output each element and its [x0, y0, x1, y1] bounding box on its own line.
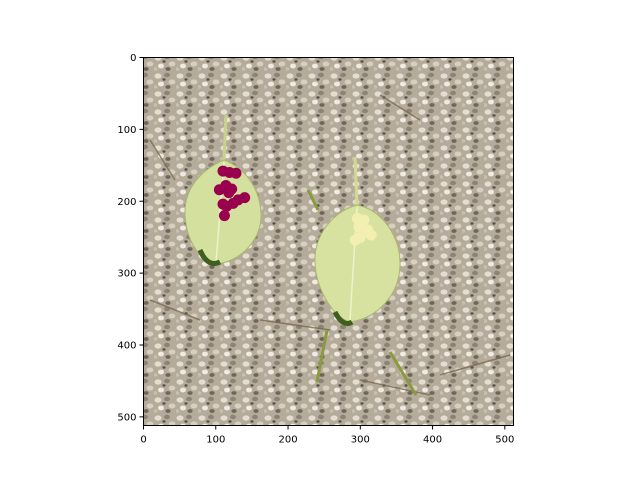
plot-area: [143, 57, 514, 426]
x-tick-label: 100: [206, 435, 225, 446]
stems: [306, 189, 418, 396]
y-tick-label: 0: [130, 53, 136, 64]
x-tick-label: 200: [278, 435, 297, 446]
y-tick-label: 500: [117, 412, 136, 423]
scatter-point-series-0: [218, 210, 230, 222]
x-tick-label: 0: [140, 435, 146, 446]
scatter-point-series-0: [230, 167, 242, 179]
scatter-point-series-1: [349, 234, 361, 246]
right-leaf: [314, 156, 401, 327]
scatter-point-series-0: [217, 198, 229, 210]
scatter-point-series-0: [227, 197, 239, 209]
y-tick-label: 200: [117, 197, 136, 208]
x-tick-label: 300: [351, 435, 370, 446]
x-tick-label: 500: [495, 435, 514, 446]
scatter-point-series-1: [353, 221, 365, 233]
scatter-point-series-0: [239, 192, 251, 204]
scatter-points: [213, 165, 377, 246]
x-axis: 0 100 200 300 400 500: [140, 425, 514, 446]
y-tick-label: 100: [117, 125, 136, 136]
y-tick-label: 300: [117, 269, 136, 280]
axes-frame: [143, 57, 514, 426]
twigs: [149, 94, 511, 396]
scatter-point-series-1: [365, 229, 377, 241]
scatter-point-series-0: [223, 187, 235, 199]
x-tick-label: 400: [423, 435, 442, 446]
y-tick-label: 400: [117, 341, 136, 352]
y-axis: 0 100 200 300 400 500: [117, 53, 144, 423]
